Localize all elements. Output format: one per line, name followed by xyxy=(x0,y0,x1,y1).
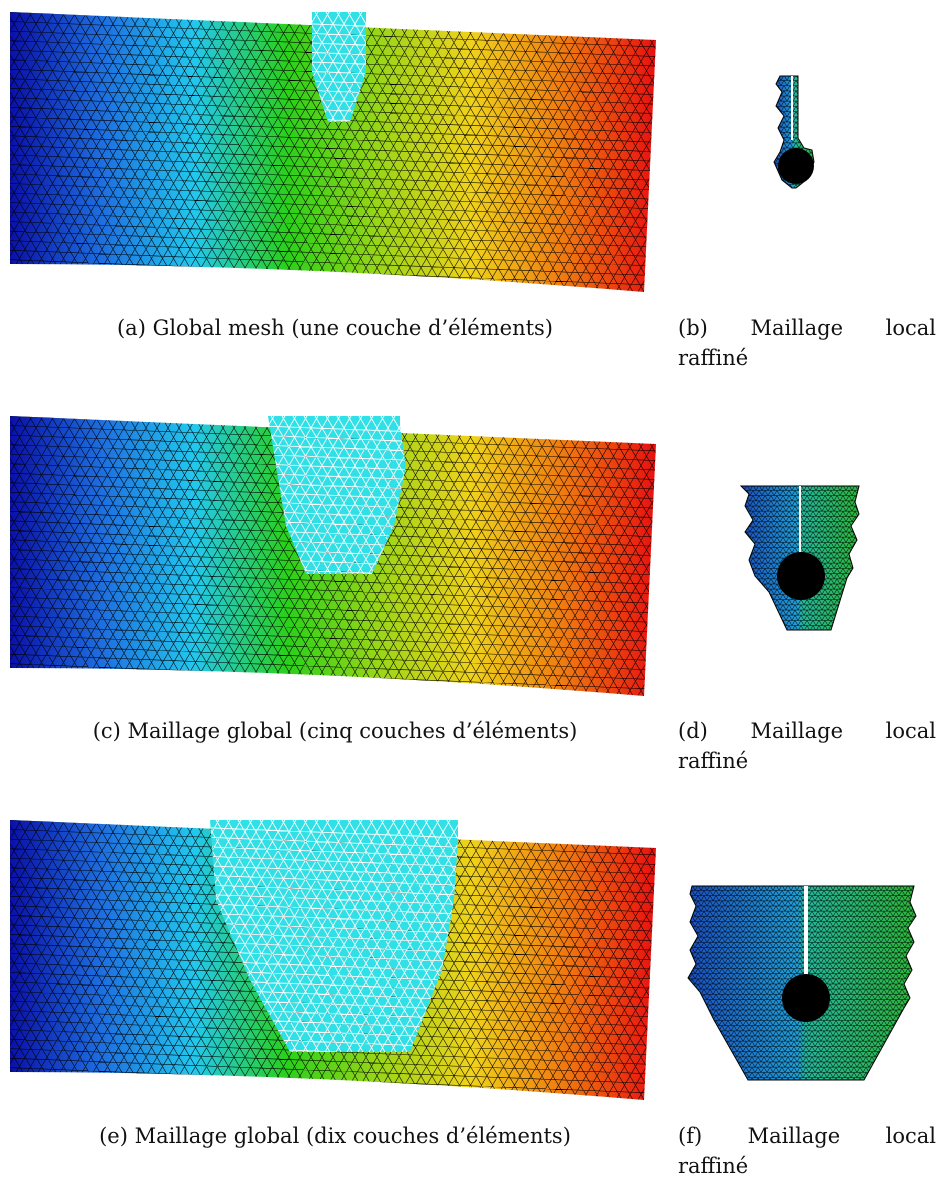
caption-f: (f) Maillage local raffiné xyxy=(678,1121,936,1181)
crack-slit xyxy=(799,486,801,570)
global-mesh-e-plot xyxy=(10,820,656,1100)
caption-c: (c) Maillage global (cinq couches d’élém… xyxy=(92,719,578,743)
caption-d-line2: raffiné xyxy=(678,749,749,773)
caption-d: (d) Maillage local raffiné xyxy=(678,716,936,776)
local-mesh-f xyxy=(686,880,926,1092)
global-mesh-c xyxy=(10,416,670,698)
caption-e: (e) Maillage global (dix couches d’éléme… xyxy=(99,1124,571,1148)
caption-b-line2: raffiné xyxy=(678,346,749,370)
refined-core xyxy=(782,974,830,1022)
global-mesh-a-plot xyxy=(10,12,656,292)
global-mesh-c-plot xyxy=(10,416,656,696)
caption-f-line2: raffiné xyxy=(678,1154,749,1178)
caption-f-line1: (f) Maillage local xyxy=(678,1124,936,1148)
local-mesh-d-plot xyxy=(739,485,860,631)
caption-b: (b) Maillage local raffiné xyxy=(678,313,936,373)
local-mesh-b-plot xyxy=(773,75,815,189)
local-mesh-b xyxy=(760,70,840,194)
crack-slit xyxy=(791,76,793,140)
caption-d-line1: (d) Maillage local xyxy=(678,719,936,743)
refined-core xyxy=(777,552,825,600)
refined-mesh-lines xyxy=(312,12,366,122)
global-mesh-field xyxy=(10,12,656,292)
local-mesh-f-plot xyxy=(687,885,917,1081)
global-mesh-e xyxy=(10,820,670,1102)
crack-slit xyxy=(804,886,808,992)
caption-b-line1: (b) Maillage local xyxy=(678,316,936,340)
refined-mesh-lines xyxy=(268,416,406,574)
global-mesh-a xyxy=(10,12,670,294)
refined-core xyxy=(778,148,814,184)
local-mesh-d xyxy=(735,480,865,635)
caption-a: (a) Global mesh (une couche d’éléments) xyxy=(116,316,554,340)
